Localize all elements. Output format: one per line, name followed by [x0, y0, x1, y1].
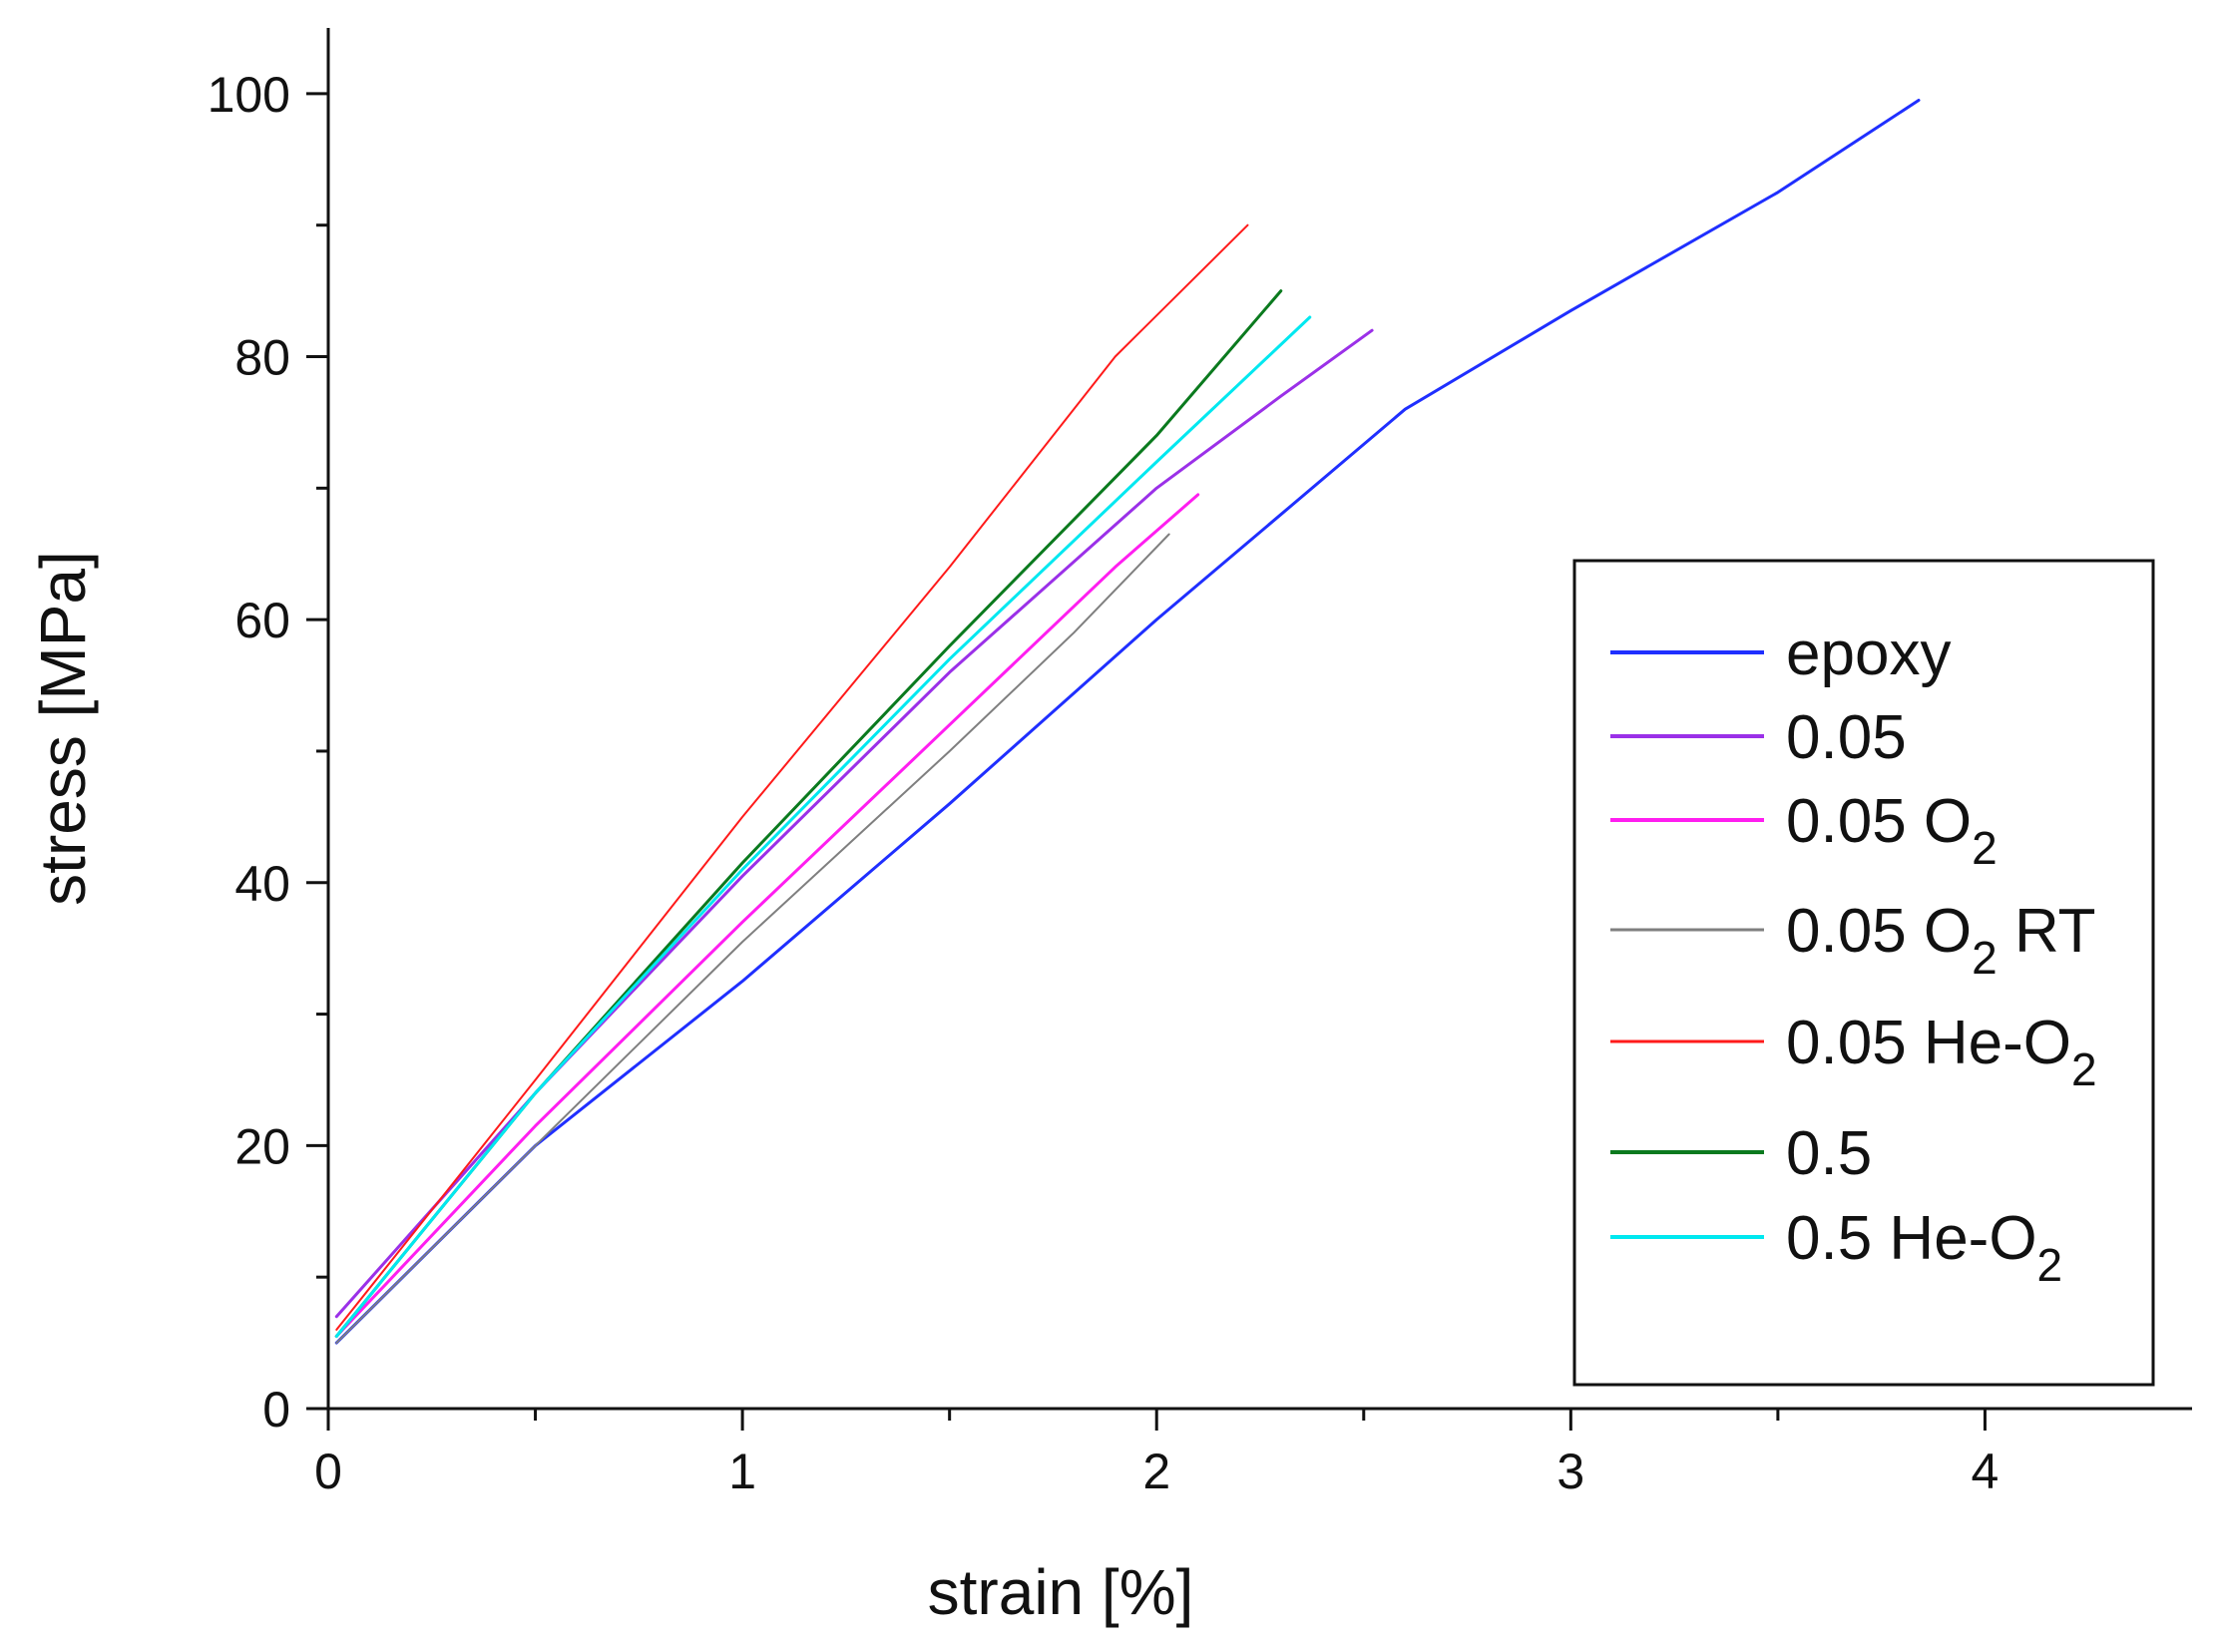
legend-label-6: 0.5	[1786, 1119, 1872, 1188]
y-tick-label: 40	[234, 856, 290, 912]
x-tick-label: 0	[314, 1444, 342, 1499]
y-tick-label: 60	[234, 593, 290, 648]
y-axis-title: stress [MPa]	[27, 551, 99, 906]
x-tick-label: 3	[1556, 1444, 1584, 1499]
y-tick-label: 20	[234, 1118, 290, 1174]
x-tick-label: 2	[1142, 1444, 1170, 1499]
x-tick-label: 1	[728, 1444, 756, 1499]
legend-box	[1572, 559, 2155, 1387]
legend-label-2: 0.05	[1786, 703, 1907, 772]
legend-label-7: 0.5 He-O2	[1786, 1204, 2062, 1291]
ticks-layer	[306, 92, 1987, 1431]
legend-label-4: 0.05 O2 RT	[1786, 897, 2095, 984]
y-tick-label: 0	[262, 1382, 290, 1438]
legend-label-1: epoxy	[1786, 620, 1951, 688]
legend-layer: epoxy 0.05 0.05 O2 0.05 O2 RT 0.05 He-O2 0.5 0…	[1610, 620, 2097, 1291]
legend-label-5: 0.05 He-O2	[1786, 1009, 2097, 1095]
series-line-1	[334, 99, 1921, 1345]
y-tick-label: 100	[208, 67, 290, 123]
x-tick-label: 4	[1972, 1444, 2000, 1499]
x-axis-title: strain [%]	[928, 1556, 1194, 1628]
y-tick-label: 80	[234, 330, 290, 386]
series-line-5	[335, 223, 1249, 1331]
series-line-3	[334, 493, 1200, 1338]
legend-label-3: 0.05 O2	[1786, 787, 1998, 874]
series-line-4	[335, 533, 1170, 1345]
series-layer	[334, 99, 1921, 1345]
series-line-7	[334, 315, 1312, 1338]
